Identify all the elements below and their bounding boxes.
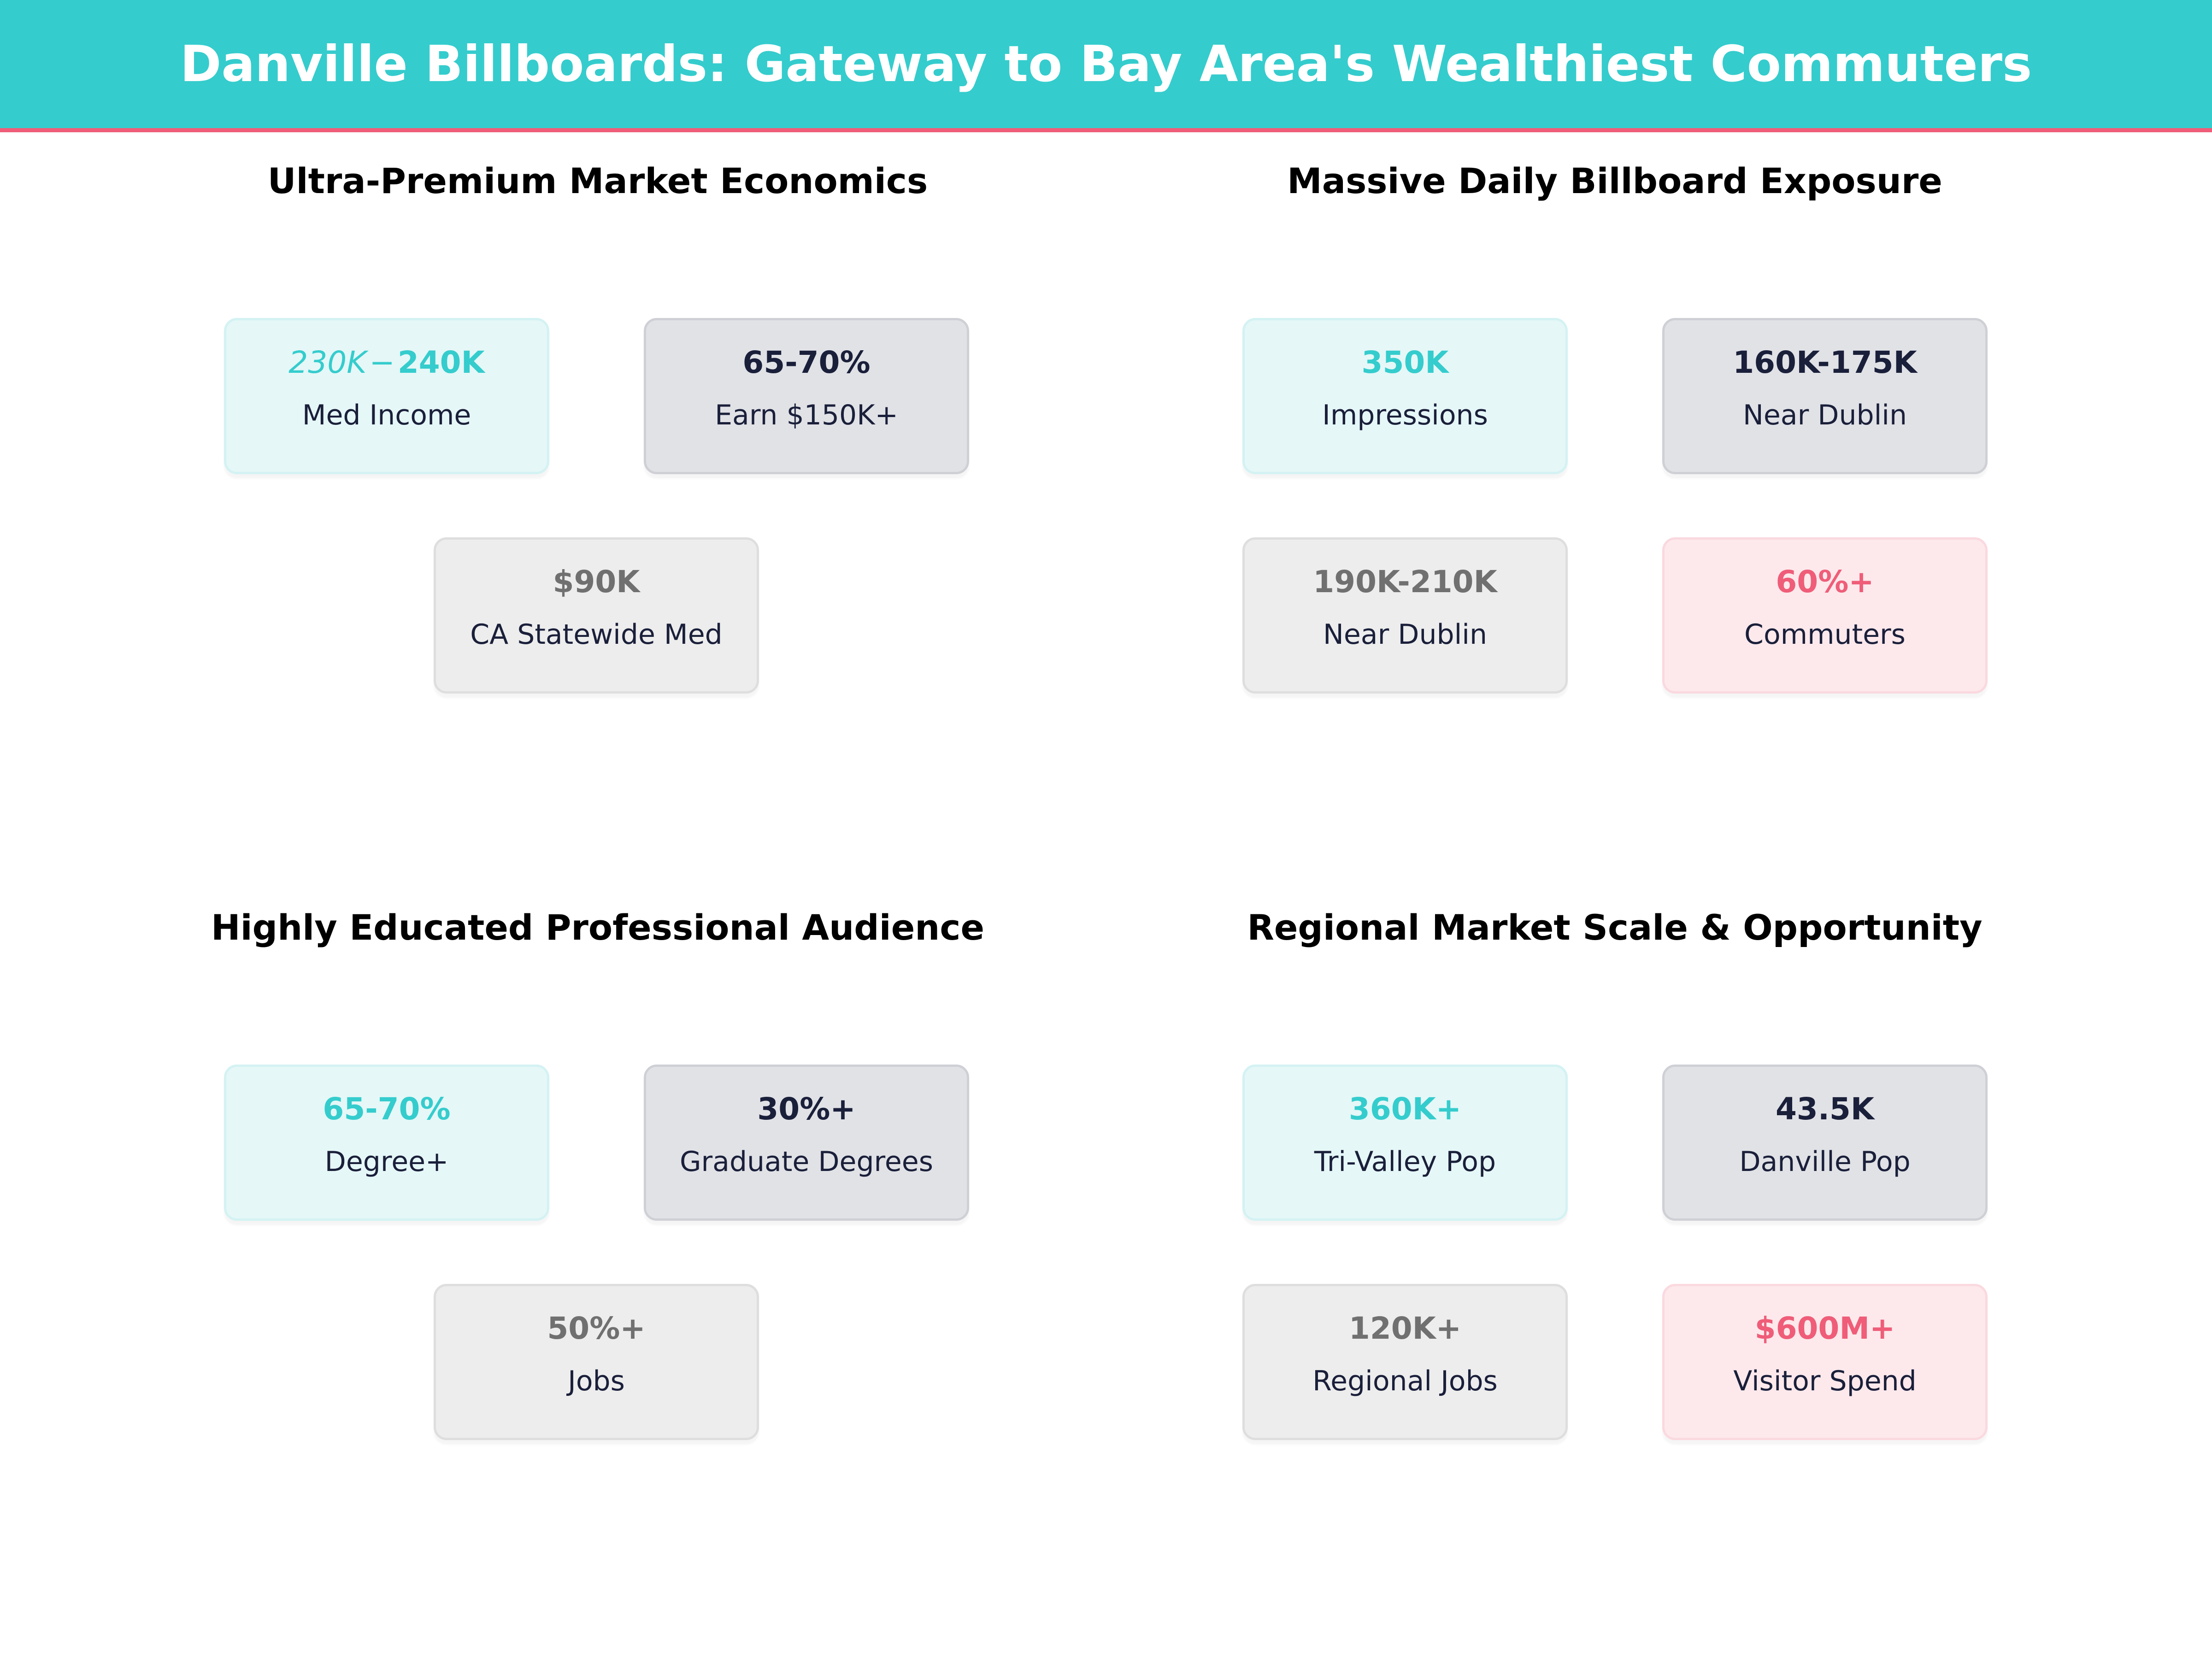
stat-label: Graduate Degrees (680, 1146, 933, 1178)
stat-label: Commuters (1744, 618, 1906, 651)
stat-value: 160K-175K (1733, 345, 1917, 380)
stat-card-near-dublin-2: 190K-210K Near Dublin (1242, 537, 1568, 694)
stat-value: 43.5K (1776, 1091, 1874, 1127)
stat-value: 120K+ (1348, 1311, 1462, 1346)
stat-value: 230K−240K (288, 344, 485, 381)
stat-value-dash: − (369, 345, 395, 380)
stat-label: Degree+ (324, 1146, 449, 1178)
stat-card-ca-statewide-med: $90K CA Statewide Med (434, 537, 759, 694)
stat-value: 65-70% (323, 1091, 451, 1127)
stat-value: 50%+ (547, 1311, 646, 1346)
stat-label: Near Dublin (1323, 618, 1487, 651)
header-accent-stripe (0, 128, 2212, 132)
stat-value: 65-70% (742, 345, 871, 380)
stat-value: 60%+ (1776, 564, 1874, 600)
stat-label: Med Income (302, 399, 471, 431)
stat-card-regional-jobs: 120K+ Regional Jobs (1242, 1284, 1568, 1440)
stat-value: $90K (553, 564, 640, 600)
stat-card-degree: 65-70% Degree+ (224, 1065, 549, 1221)
stat-card-tri-valley-pop: 360K+ Tri-Valley Pop (1242, 1065, 1568, 1221)
stat-label: Earn $150K+ (715, 399, 898, 431)
stat-label: Jobs (568, 1365, 625, 1397)
stat-card-graduate-degrees: 30%+ Graduate Degrees (644, 1065, 969, 1221)
section-title: Ultra-Premium Market Economics (267, 160, 928, 201)
stat-label: Visitor Spend (1733, 1365, 1917, 1397)
stat-value: 30%+ (757, 1091, 856, 1127)
stat-label: Near Dublin (1743, 399, 1907, 431)
page-title: Danville Billboards: Gateway to Bay Area… (180, 35, 2032, 93)
stat-label: Tri-Valley Pop (1314, 1146, 1496, 1178)
stat-value-high: 240K (397, 345, 485, 380)
header-banner: Danville Billboards: Gateway to Bay Area… (0, 0, 2212, 128)
stat-label: Regional Jobs (1312, 1365, 1498, 1397)
stat-label: Impressions (1322, 399, 1488, 431)
stat-value: 350K (1361, 345, 1449, 380)
stat-value: $600M+ (1754, 1311, 1895, 1346)
stat-value: 190K-210K (1313, 564, 1497, 600)
stat-card-near-dublin-1: 160K-175K Near Dublin (1662, 318, 1988, 474)
stat-card-impressions: 350K Impressions (1242, 318, 1568, 474)
stat-value: 360K+ (1348, 1091, 1462, 1127)
stat-card-danville-pop: 43.5K Danville Pop (1662, 1065, 1988, 1221)
stat-card-visitor-spend: $600M+ Visitor Spend (1662, 1284, 1988, 1440)
stat-card-med-income: 230K−240K Med Income (224, 318, 549, 474)
section-title: Highly Educated Professional Audience (211, 907, 984, 948)
stat-card-commuters: 60%+ Commuters (1662, 537, 1988, 694)
stat-label: CA Statewide Med (470, 618, 723, 651)
section-title: Massive Daily Billboard Exposure (1287, 160, 1942, 201)
stat-card-jobs: 50%+ Jobs (434, 1284, 759, 1440)
stat-label: Danville Pop (1739, 1146, 1911, 1178)
stat-value-low: 230K (288, 345, 367, 380)
section-title: Regional Market Scale & Opportunity (1247, 907, 1983, 948)
stat-card-earn-150k: 65-70% Earn $150K+ (644, 318, 969, 474)
